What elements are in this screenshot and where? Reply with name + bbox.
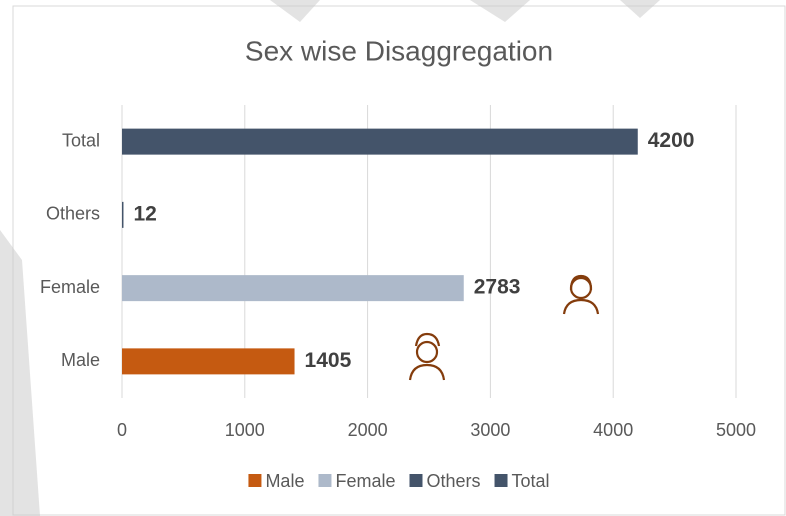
x-tick-label: 3000 [470, 420, 510, 440]
data-label: 4200 [648, 129, 695, 152]
x-tick-label: 1000 [225, 420, 265, 440]
x-tick-label: 5000 [716, 420, 756, 440]
legend-label: Male [265, 471, 304, 491]
legend-swatch [318, 474, 332, 487]
x-tick-label: 0 [117, 420, 127, 440]
legend-swatch [409, 474, 423, 487]
bar [122, 348, 295, 375]
male-icon [408, 332, 446, 381]
y-tick-label: Female [40, 277, 100, 297]
x-tick-label: 2000 [348, 420, 388, 440]
y-tick-label: Total [62, 130, 100, 150]
legend-label: Female [335, 471, 395, 491]
data-label: 12 [133, 202, 156, 225]
x-tick-label: 4000 [593, 420, 633, 440]
y-tick-label: Others [46, 204, 100, 224]
data-label: 1405 [305, 349, 352, 372]
data-label: 2783 [474, 276, 521, 299]
bar [122, 128, 638, 155]
legend-swatch [248, 474, 262, 487]
female-icon [562, 274, 600, 315]
legend-swatch [494, 474, 508, 487]
legend-label: Total [512, 471, 550, 491]
y-tick-label: Male [61, 350, 100, 370]
bar [122, 275, 464, 302]
chart-title: Sex wise Disaggregation [245, 35, 553, 66]
legend-label: Others [426, 471, 480, 491]
bar [122, 201, 124, 228]
